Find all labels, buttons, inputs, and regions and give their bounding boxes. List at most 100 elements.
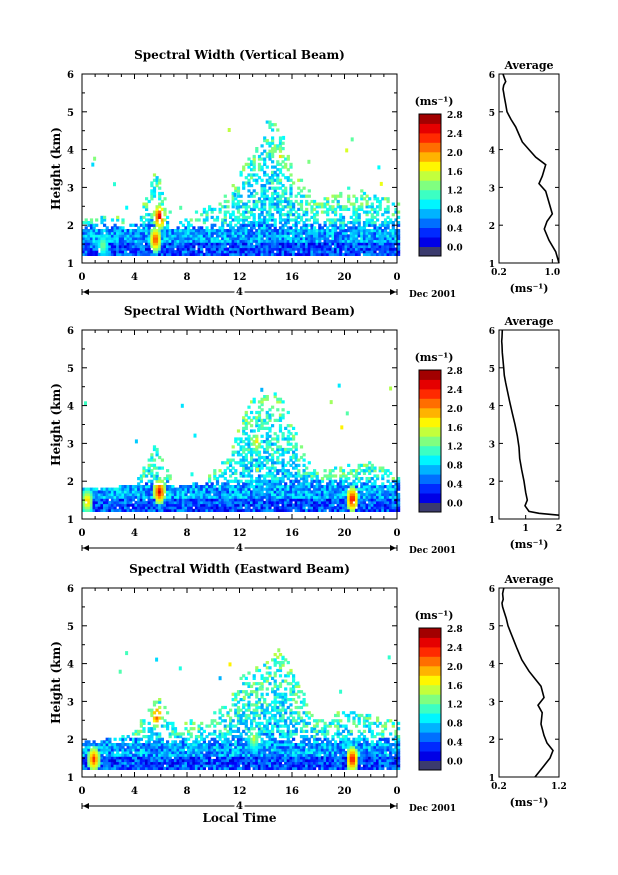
heatmap-cell	[92, 223, 96, 227]
heatmap-cell	[121, 758, 125, 763]
heatmap-cell	[326, 231, 330, 235]
heatmap-cell	[276, 503, 280, 507]
heatmap-cell	[95, 745, 99, 749]
heatmap-cell	[95, 750, 99, 755]
heatmap-cell	[344, 242, 348, 246]
heatmap-cell	[328, 252, 332, 256]
heatmap-cell	[189, 748, 193, 752]
heatmap-cell	[231, 252, 235, 256]
heatmap-cell	[226, 750, 230, 755]
heatmap-cell	[173, 743, 178, 747]
heatmap-cell	[386, 252, 390, 256]
heatmap-cell	[239, 716, 243, 720]
heatmap-cell	[347, 471, 351, 475]
heatmap-cell	[147, 498, 151, 502]
heatmap-cell	[331, 236, 335, 241]
heatmap-cell	[205, 244, 209, 249]
heatmap-cell	[92, 750, 96, 755]
heatmap-cell	[271, 252, 275, 256]
heatmap-cell	[273, 450, 277, 454]
heatmap-cell	[218, 745, 222, 749]
heatmap-cell	[116, 231, 120, 235]
heatmap-cell	[213, 490, 217, 494]
heatmap-cell	[108, 745, 112, 749]
heatmap-cell	[176, 236, 180, 241]
heatmap-cell	[326, 503, 330, 507]
heatmap-cell	[147, 252, 151, 256]
heatmap-cell	[97, 490, 101, 494]
heatmap-cell	[126, 745, 130, 749]
heatmap-cell	[126, 239, 130, 243]
heatmap-cell	[87, 495, 91, 499]
heatmap-cell	[278, 210, 283, 214]
heatmap-cell	[294, 199, 298, 204]
heatmap-cell	[163, 213, 167, 217]
heatmap-cell	[168, 239, 172, 243]
heatmap-cell	[184, 495, 188, 499]
heatmap-cell	[89, 223, 94, 227]
heatmap-cell	[124, 500, 128, 505]
heatmap-cell	[302, 495, 306, 499]
heatmap-cell	[341, 236, 346, 241]
heatmap-cell	[281, 447, 285, 452]
heatmap-cell	[139, 724, 143, 728]
heatmap-cell	[121, 236, 125, 241]
heatmap-cell	[284, 162, 288, 166]
heatmap-cell	[181, 495, 185, 499]
heatmap-cell	[155, 748, 159, 752]
heatmap-cell	[226, 461, 230, 465]
heatmap-cell	[391, 226, 395, 230]
heatmap-cell	[202, 506, 206, 510]
heatmap-cell	[250, 207, 254, 211]
heatmap-cell	[166, 485, 170, 489]
heatmap-cell	[194, 753, 199, 757]
heatmap-cell	[397, 487, 401, 491]
heatmap-cell	[152, 242, 157, 246]
heatmap-cell	[383, 218, 388, 222]
heatmap-cell	[205, 242, 209, 246]
heatmap-cell	[386, 492, 390, 497]
heatmap-cell	[257, 458, 262, 462]
heatmap-cell	[218, 732, 222, 736]
heatmap-cell	[294, 244, 298, 249]
heatmap-cell	[147, 764, 151, 768]
heatmap-cell	[297, 508, 301, 512]
heatmap-cell	[339, 229, 343, 233]
heatmap-cell	[278, 418, 283, 422]
heatmap-cell	[310, 492, 314, 497]
heatmap-cell	[215, 508, 220, 512]
heatmap-cell	[166, 221, 170, 225]
heatmap-cell	[213, 223, 217, 227]
heatmap-cell	[284, 234, 288, 238]
heatmap-cell	[150, 189, 154, 193]
heatmap-cell	[305, 474, 309, 478]
heatmap-cell	[323, 469, 327, 473]
heatmap-cell	[124, 758, 128, 763]
heatmap-cell	[373, 469, 377, 473]
heatmap-cell	[150, 492, 154, 497]
heatmap-cell	[341, 215, 346, 219]
heatmap-cell	[271, 141, 275, 145]
heatmap-cell	[265, 226, 269, 230]
heatmap-cell	[171, 495, 175, 499]
heatmap-cell	[218, 252, 222, 256]
heatmap-cell	[226, 503, 230, 507]
heatmap-cell	[244, 162, 248, 166]
heatmap-cell	[87, 236, 91, 241]
heatmap-cell	[179, 250, 183, 254]
heatmap-cell	[307, 508, 311, 512]
heatmap-cell	[297, 471, 301, 475]
heatmap-cell	[323, 247, 327, 251]
heatmap-cell	[284, 199, 288, 204]
heatmap-cell	[310, 234, 314, 238]
heatmap-cell	[129, 495, 133, 499]
heatmap-cell	[97, 508, 101, 512]
heatmap-cell	[221, 244, 225, 249]
heatmap-cell	[242, 764, 246, 768]
heatmap-cell	[121, 766, 125, 770]
heatmap-cell	[260, 194, 264, 198]
heatmap-cell	[150, 229, 154, 233]
heatmap-cell	[160, 750, 164, 755]
heatmap-cell	[297, 482, 301, 486]
heatmap-cell	[383, 223, 388, 227]
